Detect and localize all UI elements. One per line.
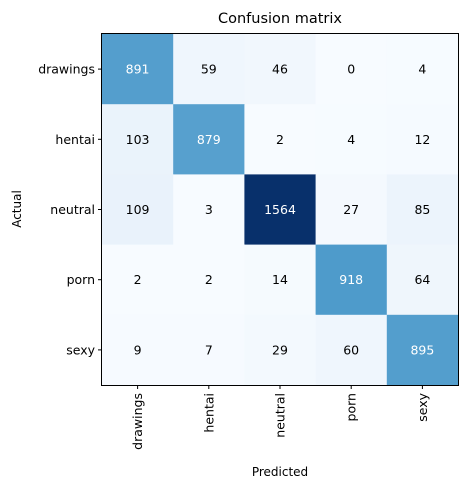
cell-value-label: 895 <box>410 342 434 357</box>
heatmap-cell <box>386 34 459 105</box>
y-axis-ticks: drawings hentai neutral porn sexy <box>38 62 102 357</box>
heatmap-cell <box>102 244 174 316</box>
x-tick-label: drawings <box>130 393 145 450</box>
heatmap-cell <box>102 34 174 105</box>
heatmap-cell <box>173 244 245 316</box>
cell-values: 891 59 46 0 4 103 879 2 4 12 109 3 1564 27 85 2 2 14 918 64… <box>126 62 435 358</box>
cell-value-label: 46 <box>272 62 288 77</box>
heatmap-cell <box>244 174 317 246</box>
cell-value-label: 2 <box>134 272 142 287</box>
heatmap-cell <box>315 314 388 386</box>
cell-value-label: 879 <box>197 132 221 147</box>
cell-value-label: 0 <box>347 62 355 77</box>
cell-value-label: 7 <box>205 342 213 357</box>
heatmap-cell <box>386 104 459 175</box>
heatmap-cell <box>173 314 245 386</box>
cell-value-label: 2 <box>205 272 213 287</box>
heatmap-cell <box>173 104 245 175</box>
cell-value-label: 109 <box>126 202 150 217</box>
heatmap-cell <box>386 314 459 386</box>
cell-value-label: 59 <box>201 62 217 77</box>
cell-value-label: 1564 <box>264 202 296 217</box>
heatmap-cell <box>244 34 317 105</box>
heatmap-cell <box>386 244 459 316</box>
cell-value-label: 9 <box>134 342 142 357</box>
y-tick-label: neutral <box>50 202 95 217</box>
cell-value-label: 64 <box>414 272 430 287</box>
heatmap-cell <box>102 314 174 386</box>
cell-value-label: 12 <box>414 132 430 147</box>
x-tick-label: neutral <box>273 393 288 438</box>
x-tick-label: hentai <box>201 393 216 433</box>
heatmap-cell <box>102 104 174 175</box>
y-tick-label: hentai <box>55 132 95 147</box>
cell-value-label: 85 <box>414 202 430 217</box>
y-axis-label: Actual <box>10 190 24 228</box>
cell-value-label: 14 <box>272 272 288 287</box>
heatmap-cell <box>315 34 388 105</box>
heatmap-cell <box>173 34 245 105</box>
heatmap-cell <box>244 104 317 175</box>
cell-value-label: 103 <box>126 132 150 147</box>
heatmap-cell <box>244 314 317 386</box>
cell-value-label: 4 <box>347 132 355 147</box>
cell-value-label: 4 <box>418 62 426 77</box>
cell-value-label: 891 <box>126 62 150 77</box>
cell-value-label: 29 <box>272 342 288 357</box>
cell-value-label: 27 <box>343 202 359 217</box>
x-tick-label: sexy <box>415 392 430 421</box>
cell-value-label: 3 <box>205 202 213 217</box>
y-tick-label: porn <box>67 272 95 287</box>
heatmap-cell <box>173 174 245 246</box>
heatmap-cell <box>102 174 174 246</box>
x-axis-ticks: drawings hentai neutral porn sexy <box>130 385 430 450</box>
heatmap-cell <box>315 104 388 175</box>
cell-value-label: 918 <box>339 272 363 287</box>
cell-value-label: 2 <box>276 132 284 147</box>
heatmap-cell <box>244 244 317 316</box>
y-tick-label: sexy <box>66 342 95 357</box>
x-axis-label: Predicted <box>252 465 308 479</box>
x-tick-label: porn <box>344 393 359 421</box>
heatmap-cell <box>315 174 388 246</box>
heatmap-cell <box>315 244 388 316</box>
cell-value-label: 60 <box>343 342 359 357</box>
chart-title: Confusion matrix <box>218 11 342 27</box>
heatmap-cell <box>386 174 459 246</box>
heatmap-cells <box>102 34 459 386</box>
y-tick-label: drawings <box>38 62 95 77</box>
